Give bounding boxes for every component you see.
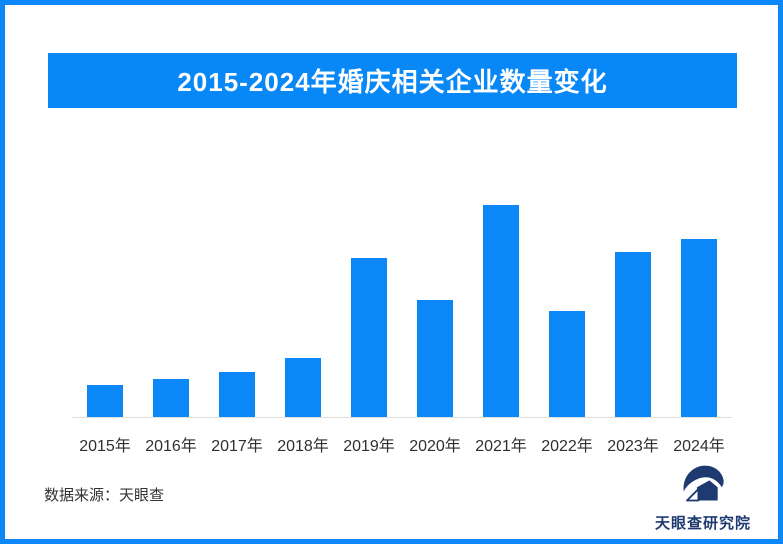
bar-2019年 — [351, 258, 387, 417]
chart-title-banner: 2015-2024年婚庆相关企业数量变化 — [48, 53, 737, 108]
bar-chart — [72, 5, 732, 418]
bar-2018年 — [285, 358, 321, 417]
x-axis-label: 2016年 — [145, 438, 197, 455]
x-axis-label: 2021年 — [475, 438, 527, 455]
brand-logo: 天眼查研究院 — [655, 463, 750, 533]
chart-title: 2015-2024年婚庆相关企业数量变化 — [177, 67, 608, 97]
x-axis-label: 2022年 — [541, 438, 593, 455]
bar-2017年 — [219, 372, 255, 417]
x-axis-label: 2020年 — [409, 438, 461, 455]
bar-2022年 — [549, 311, 585, 417]
x-axis-label: 2023年 — [607, 438, 659, 455]
bar-2021年 — [483, 205, 519, 417]
bar-2015年 — [87, 385, 123, 417]
x-axis-label: 2019年 — [343, 438, 395, 455]
x-axis-label: 2024年 — [673, 438, 725, 455]
tianyancha-eye-icon — [683, 465, 724, 502]
bar-2016年 — [153, 379, 189, 417]
x-axis-label: 2017年 — [211, 438, 263, 455]
bar-2023年 — [615, 252, 651, 417]
brand-logo-text: 天眼查研究院 — [655, 515, 752, 532]
x-axis-line — [72, 417, 732, 418]
data-source-text: 数据来源：天眼查 — [44, 487, 165, 504]
bar-2020年 — [417, 300, 453, 417]
x-axis-label: 2018年 — [277, 438, 329, 455]
bar-2024年 — [681, 239, 717, 417]
x-axis-label: 2015年 — [79, 438, 131, 455]
x-axis-labels: 2015年 2016年 2017年 2018年 2019年 2020年 2021年 2022年… — [72, 432, 732, 455]
